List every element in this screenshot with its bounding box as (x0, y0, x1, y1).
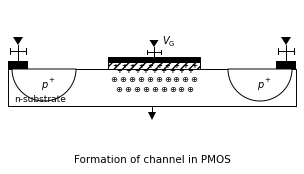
Text: +: + (169, 68, 175, 74)
Text: +: + (191, 63, 197, 69)
Text: +: + (187, 68, 193, 74)
Text: ⊕: ⊕ (173, 74, 180, 84)
Text: ⊕: ⊕ (186, 85, 194, 94)
Text: +: + (152, 68, 157, 74)
Text: +: + (161, 68, 166, 74)
Polygon shape (148, 112, 156, 120)
Text: ⊕: ⊕ (124, 85, 131, 94)
Text: n-substrate: n-substrate (14, 96, 66, 105)
Text: +: + (156, 63, 162, 69)
Text: ⊕: ⊕ (181, 74, 188, 84)
Text: +: + (138, 63, 144, 69)
Text: +: + (165, 63, 171, 69)
Text: +: + (112, 63, 118, 69)
Text: ⊕: ⊕ (142, 85, 149, 94)
Text: +: + (134, 68, 140, 74)
Text: Formation of channel in PMOS: Formation of channel in PMOS (74, 155, 230, 165)
Text: +: + (48, 77, 54, 83)
Text: +: + (182, 63, 188, 69)
Text: p: p (41, 80, 47, 90)
Polygon shape (12, 69, 76, 101)
Text: ⊕: ⊕ (160, 85, 167, 94)
Text: p: p (257, 80, 263, 90)
Text: ⊕: ⊕ (110, 74, 118, 84)
Text: ⊕: ⊕ (191, 74, 198, 84)
Text: +: + (116, 68, 122, 74)
Polygon shape (281, 37, 291, 45)
Bar (276, 61, 296, 69)
Text: +: + (143, 68, 149, 74)
Text: ⊕: ⊕ (119, 74, 126, 84)
Text: ⊕: ⊕ (137, 74, 144, 84)
Text: +: + (121, 63, 127, 69)
Text: +: + (130, 63, 136, 69)
Bar (108, 62, 200, 69)
Text: +: + (125, 68, 131, 74)
Text: ⊕: ⊕ (151, 85, 158, 94)
Text: ⊕: ⊕ (146, 74, 153, 84)
Text: +: + (174, 63, 179, 69)
Polygon shape (228, 69, 292, 101)
Text: ⊕: ⊕ (164, 74, 171, 84)
Text: ⊕: ⊕ (128, 74, 135, 84)
Polygon shape (13, 37, 23, 45)
Text: ⊕: ⊕ (155, 74, 162, 84)
Text: +: + (264, 77, 270, 83)
Text: V: V (163, 37, 169, 46)
Polygon shape (150, 40, 158, 47)
Text: ⊕: ⊕ (169, 85, 176, 94)
Bar (108, 57, 200, 62)
Text: G: G (168, 42, 174, 48)
Text: ⊕: ⊕ (116, 85, 123, 94)
Text: +: + (147, 63, 153, 69)
Text: ⊕: ⊕ (178, 85, 185, 94)
Bar (8, 61, 28, 69)
Bar (108, 57, 200, 62)
Text: +: + (178, 68, 184, 74)
Text: ⊕: ⊕ (133, 85, 140, 94)
